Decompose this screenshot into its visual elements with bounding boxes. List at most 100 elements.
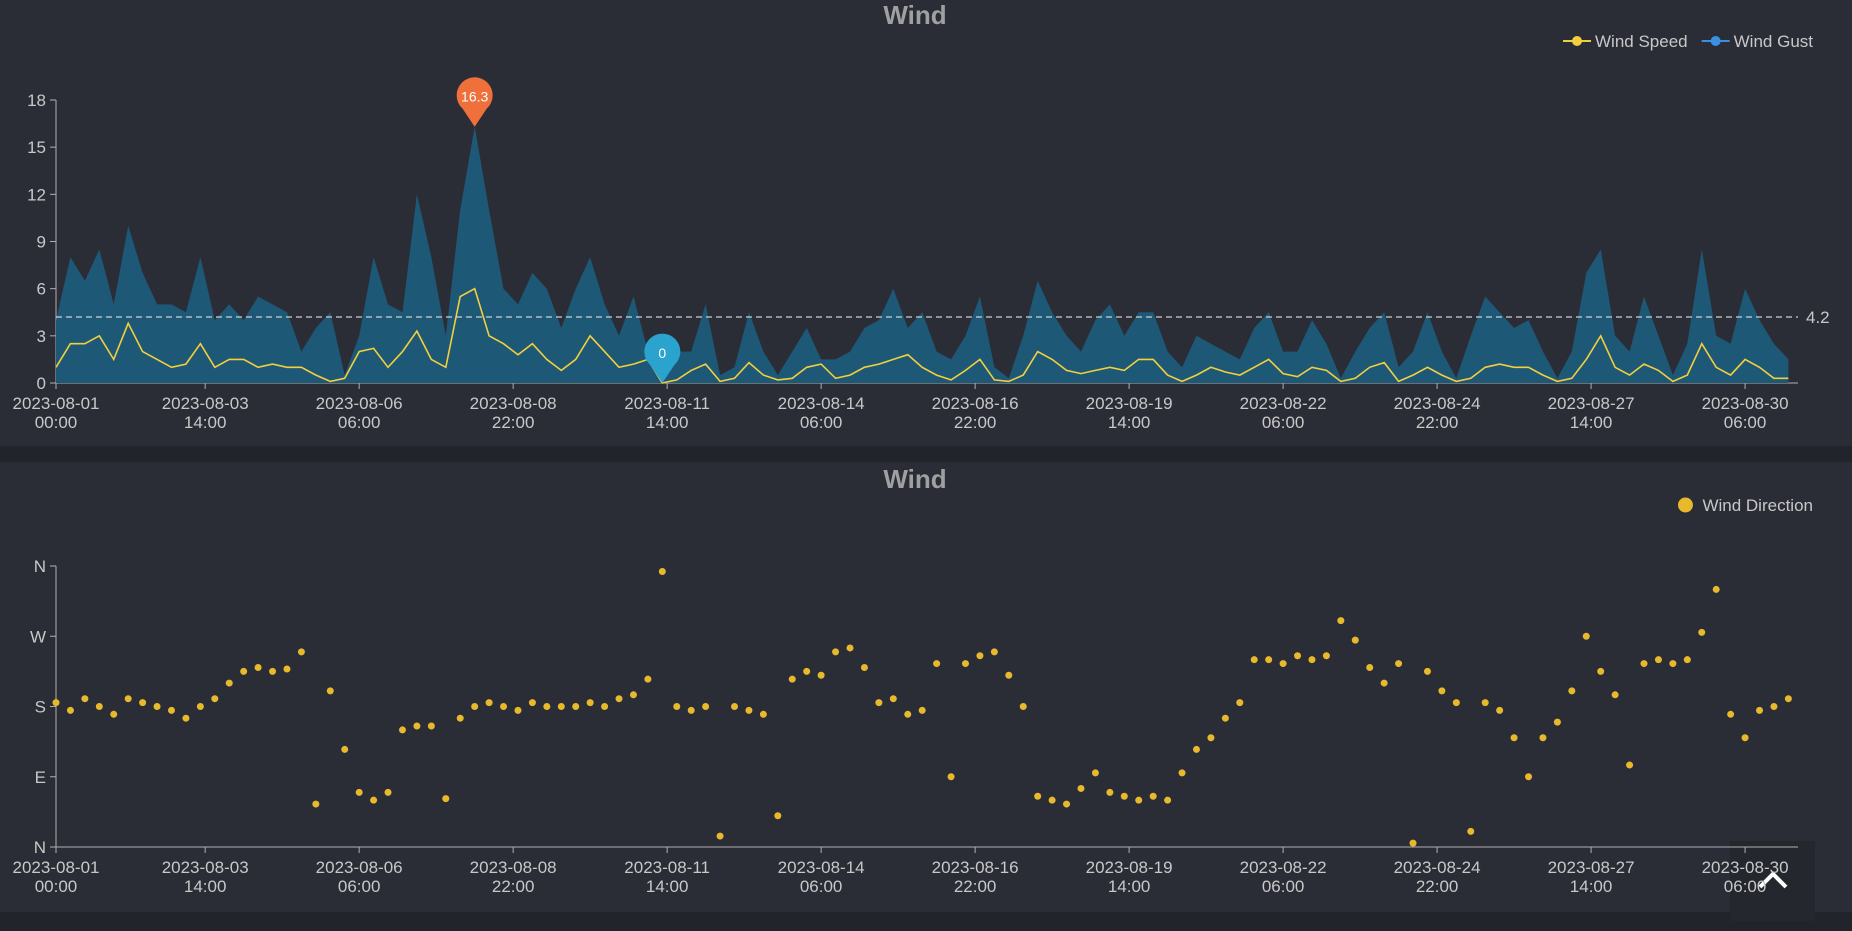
x-tick-label: 2023-08-24 22:00 — [1394, 858, 1481, 896]
x-tick-label-line: 22:00 — [954, 413, 997, 432]
x-tick-label: 2023-08-16 22:00 — [932, 394, 1019, 432]
x-tick-label-line: 00:00 — [35, 413, 78, 432]
x-tick-label-line: 2023-08-16 — [932, 394, 1019, 413]
direction-point — [1539, 734, 1547, 742]
marker-pin — [456, 77, 493, 127]
y-tick-label: 6 — [37, 280, 46, 299]
direction-point — [687, 706, 695, 714]
x-tick-label-line: 2023-08-16 — [932, 858, 1019, 877]
direction-point — [514, 706, 522, 714]
x-tick-label-line: 2023-08-08 — [470, 394, 557, 413]
x-tick-label: 2023-08-30 06:00 — [1702, 394, 1789, 432]
direction-point — [1178, 769, 1186, 777]
direction-point — [1409, 839, 1417, 847]
gust-area — [56, 126, 1789, 383]
direction-point — [1683, 656, 1691, 664]
direction-point — [1019, 703, 1027, 710]
direction-point — [398, 726, 406, 734]
direction-point — [1438, 687, 1446, 695]
direction-point — [947, 773, 955, 781]
speed-line — [55, 287, 1789, 384]
direction-point — [875, 699, 883, 707]
legend-marker — [1572, 36, 1583, 46]
x-tick-label-line: 2023-08-01 — [13, 394, 100, 413]
legend-label: Wind Speed — [1595, 32, 1688, 51]
x-tick-label-line: 2023-08-24 — [1394, 858, 1481, 877]
direction-point — [846, 644, 854, 652]
direction-point — [500, 703, 508, 710]
x-tick-label-line: 14:00 — [1108, 413, 1151, 432]
x-tick-label-line: 06:00 — [1724, 413, 1767, 432]
x-tick-label-line: 14:00 — [184, 413, 227, 432]
direction-point — [557, 703, 565, 710]
x-tick-label-line: 2023-08-03 — [162, 394, 249, 413]
x-tick-label-line: 2023-08-24 — [1394, 394, 1481, 413]
direction-point — [1091, 769, 1099, 777]
direction-point — [1496, 706, 1504, 714]
x-tick-label-line: 22:00 — [492, 413, 535, 432]
x-tick-label-line: 2023-08-14 — [778, 858, 865, 877]
direction-point — [731, 703, 739, 710]
direction-point — [629, 691, 637, 699]
direction-point — [1236, 699, 1244, 707]
x-tick-label: 2023-08-08 22:00 — [470, 858, 557, 896]
x-tick-label-line: 2023-08-06 — [316, 858, 403, 877]
direction-point — [702, 703, 710, 710]
y-tick-label: N — [34, 838, 46, 857]
direction-point — [1568, 687, 1576, 695]
separator — [0, 912, 1852, 931]
x-tick-label-line: 2023-08-27 — [1548, 394, 1635, 413]
direction-point — [1654, 656, 1662, 664]
direction-point — [1005, 671, 1013, 679]
y-tick-label: 18 — [27, 91, 46, 110]
direction-point — [1784, 695, 1792, 703]
direction-point — [1048, 796, 1056, 804]
average-label: 4.2 — [1806, 308, 1830, 327]
x-tick-label: 2023-08-03 14:00 — [162, 858, 249, 896]
direction-point — [1135, 796, 1143, 804]
direction-point — [153, 703, 161, 710]
direction-point — [370, 796, 378, 804]
direction-point — [81, 695, 89, 703]
direction-point — [139, 699, 147, 707]
legend-label: Wind Direction — [1702, 496, 1813, 515]
direction-point — [658, 567, 666, 575]
direction-point — [1063, 800, 1071, 808]
direction-point — [1120, 792, 1128, 800]
direction-point — [1308, 656, 1316, 664]
direction-point — [312, 800, 320, 808]
direction-point — [976, 652, 984, 660]
x-tick-label-line: 2023-08-19 — [1086, 394, 1173, 413]
direction-point — [1423, 667, 1431, 675]
direction-point — [110, 710, 118, 718]
y-tick-label: 12 — [27, 185, 46, 204]
back-to-top[interactable] — [1730, 841, 1815, 921]
direction-point — [95, 703, 103, 710]
x-tick-label: 2023-08-11 14:00 — [624, 858, 710, 896]
x-tick-label-line: 2023-08-03 — [162, 858, 249, 877]
direction-point — [817, 671, 825, 679]
x-tick-label-line: 06:00 — [800, 413, 843, 432]
x-tick-label-line: 22:00 — [1416, 877, 1459, 896]
x-tick-label-line: 00:00 — [35, 877, 78, 896]
direction-point — [933, 660, 941, 668]
x-tick-label: 2023-08-14 06:00 — [778, 394, 865, 432]
chart-title: Wind — [883, 464, 946, 494]
x-tick-label: 2023-08-08 22:00 — [470, 394, 557, 432]
direction-point — [66, 706, 74, 714]
x-tick-label-line: 2023-08-22 — [1240, 394, 1327, 413]
direction-point — [240, 667, 248, 675]
direction-point — [427, 722, 435, 730]
direction-point — [716, 832, 724, 840]
back-to-top-button[interactable] — [1730, 841, 1815, 921]
direction-point — [1149, 792, 1157, 800]
direction-point — [1712, 585, 1720, 593]
x-tick-label-line: 06:00 — [1262, 877, 1305, 896]
direction-point — [1034, 792, 1042, 800]
x-tick-label-line: 14:00 — [1570, 413, 1613, 432]
x-tick-label: 2023-08-06 06:00 — [316, 858, 403, 896]
direction-point — [413, 722, 421, 730]
y-tick-label: W — [30, 627, 46, 646]
x-tick-label: 2023-08-27 14:00 — [1548, 858, 1635, 896]
marker-label: 0 — [658, 345, 666, 361]
